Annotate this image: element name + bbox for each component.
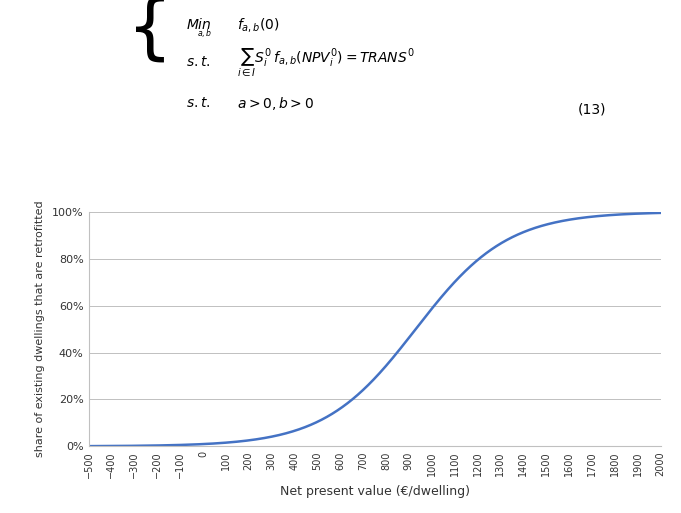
X-axis label: Net present value (€/dwelling): Net present value (€/dwelling) bbox=[279, 485, 470, 498]
Text: $\{$: $\{$ bbox=[126, 0, 165, 65]
Text: $\sum_{i\in I} S_i^0\, f_{a,b}(NPV_i^0) = TRANS^0$: $\sum_{i\in I} S_i^0\, f_{a,b}(NPV_i^0) … bbox=[237, 47, 415, 78]
Text: $_{a,b}$: $_{a,b}$ bbox=[197, 27, 212, 41]
Text: $s.t.$: $s.t.$ bbox=[186, 96, 210, 110]
Text: $\mathit{Min}$: $\mathit{Min}$ bbox=[186, 17, 212, 32]
Text: $f_{a,b}(0)$: $f_{a,b}(0)$ bbox=[237, 16, 280, 34]
Y-axis label: share of existing dwellings that are retrofitted: share of existing dwellings that are ret… bbox=[35, 201, 45, 458]
Text: $a > 0, b > 0$: $a > 0, b > 0$ bbox=[237, 95, 315, 112]
Text: $s.t.$: $s.t.$ bbox=[186, 55, 210, 69]
Text: (13): (13) bbox=[577, 102, 606, 116]
